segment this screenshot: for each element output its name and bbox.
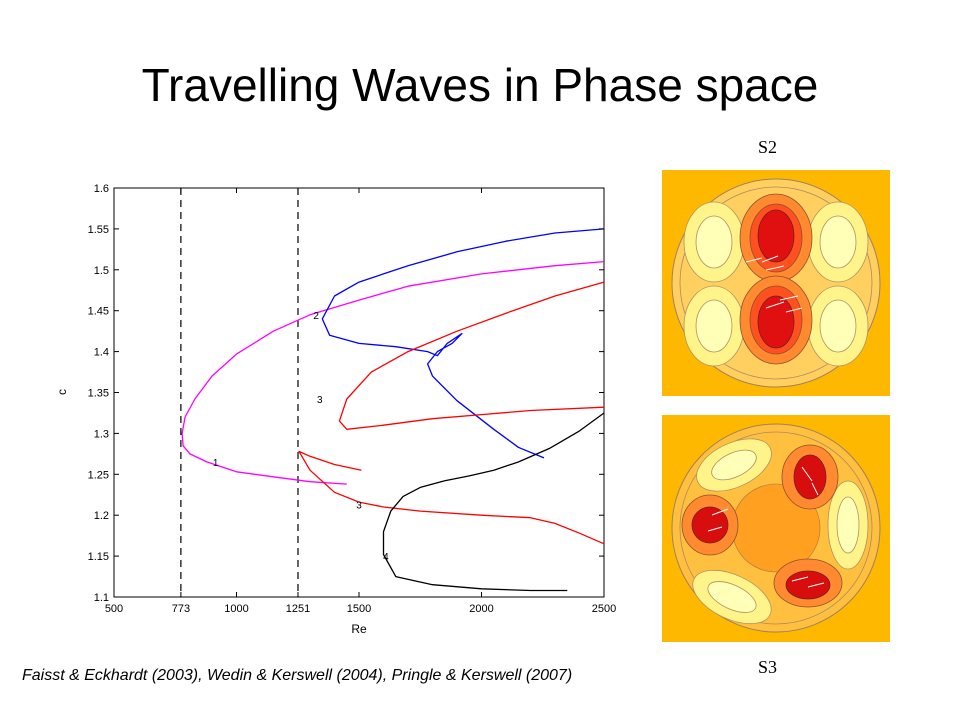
- y-tick-label: 1.5: [94, 265, 109, 277]
- x-axis-label: Re: [351, 622, 367, 636]
- y-tick-label: 1.3: [94, 428, 109, 440]
- s2-velocity-field-image: [662, 170, 890, 396]
- branch-curve-4: [298, 450, 605, 545]
- x-tick-label: 1251: [286, 603, 310, 615]
- y-tick-label: 1.2: [94, 510, 109, 522]
- branch-label: 2: [313, 311, 319, 322]
- x-tick-label: 1000: [224, 603, 248, 615]
- solution-branches: [181, 228, 605, 592]
- branch-label: 3: [317, 395, 323, 406]
- panel-label-s2: S2: [758, 137, 778, 157]
- branch-curve-3: [338, 281, 605, 430]
- branch-curve-5: [382, 412, 605, 592]
- citation-text: Faisst & Eckhardt (2003), Wedin & Kerswe…: [22, 667, 573, 684]
- x-tick-label: 500: [105, 603, 123, 615]
- y-tick-label: 1.35: [88, 388, 109, 400]
- y-tick-label: 1.55: [88, 224, 109, 236]
- plot-area: [113, 187, 605, 598]
- plot-frame: [113, 187, 605, 598]
- branch-label: 3: [356, 501, 362, 512]
- y-tick-label: 1.1: [94, 592, 109, 604]
- x-tick-label: 2500: [592, 603, 616, 615]
- y-axis-label: c: [55, 389, 69, 395]
- y-tick-label: 1.6: [94, 183, 109, 195]
- x-tick-label: 773: [172, 603, 190, 615]
- y-tick-label: 1.15: [88, 551, 109, 563]
- x-tick-label: 1500: [347, 603, 371, 615]
- y-tick-label: 1.45: [88, 306, 109, 318]
- critical-re-lines: [180, 188, 299, 597]
- slide-title: Travelling Waves in Phase space: [141, 59, 819, 111]
- y-tick-label: 1.25: [88, 469, 109, 481]
- branch-label: 1: [213, 458, 219, 469]
- x-tick-label: 2000: [469, 603, 493, 615]
- panel-label-s3: S3: [758, 657, 778, 677]
- branch-label: 4: [383, 552, 389, 563]
- branch-curve-1: [181, 260, 605, 485]
- s3-velocity-field-image: [662, 415, 890, 642]
- branch-labels: 1 2 3 3 4: [213, 311, 389, 563]
- y-tick-label: 1.4: [94, 347, 109, 359]
- branch-curve-2: [321, 228, 605, 459]
- axis-ticks: 500 773 1000 1251 1500 2000 2500 1.1 1.15 1.2 1.25…: [88, 183, 617, 615]
